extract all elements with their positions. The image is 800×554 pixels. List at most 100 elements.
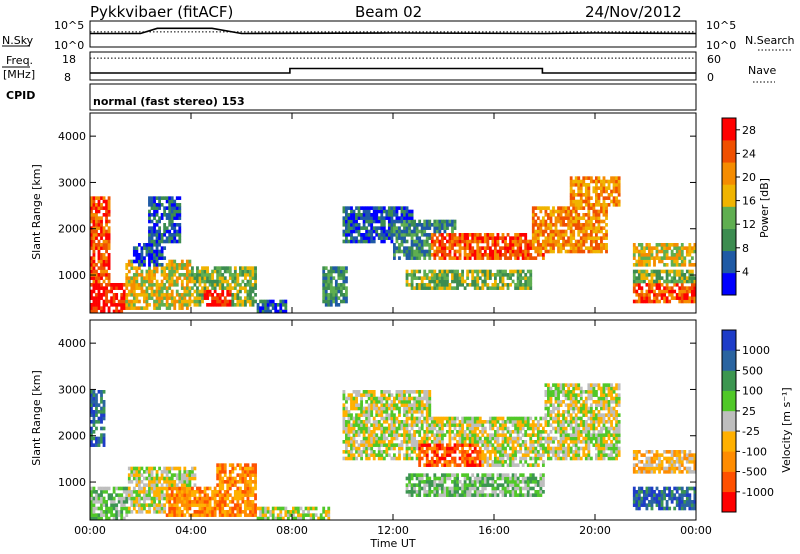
range-time-cell <box>511 490 515 494</box>
range-time-cell <box>433 436 437 441</box>
range-time-cell <box>165 236 169 240</box>
range-time-cell <box>342 456 346 461</box>
range-time-cell <box>582 236 586 240</box>
range-time-cell <box>372 226 376 230</box>
range-time-cell <box>153 243 156 247</box>
range-time-cell <box>552 209 555 214</box>
range-time-cell <box>153 510 156 514</box>
range-time-cell <box>499 426 502 431</box>
range-time-cell <box>188 299 192 304</box>
range-time-cell <box>415 440 419 444</box>
range-time-cell <box>443 453 447 457</box>
range-time-cell <box>160 470 164 474</box>
range-time-cell <box>559 216 563 220</box>
range-time-cell <box>574 176 578 180</box>
range-time-cell <box>572 206 576 210</box>
range-time-cell <box>521 256 525 260</box>
range-time-cell <box>668 246 672 250</box>
range-time-cell <box>319 516 323 521</box>
range-time-cell <box>357 433 361 437</box>
range-time-cell <box>463 440 467 444</box>
range-time-cell <box>433 493 437 497</box>
range-time-cell <box>254 503 257 507</box>
range-time-cell <box>350 236 353 240</box>
range-time-cell <box>519 249 523 254</box>
range-time-cell <box>218 506 222 511</box>
range-time-cell <box>130 466 134 471</box>
range-time-cell <box>112 293 116 297</box>
range-time-cell <box>688 286 692 290</box>
range-time-cell <box>342 269 346 274</box>
range-time-cell <box>145 243 149 247</box>
range-time-cell <box>574 239 578 244</box>
range-time-cell <box>536 233 540 237</box>
range-time-cell <box>360 216 363 220</box>
range-time-cell <box>107 233 111 237</box>
range-time-cell <box>226 299 230 304</box>
range-time-cell <box>345 396 348 401</box>
range-time-cell <box>90 396 93 401</box>
range-time-cell <box>425 393 429 397</box>
range-time-cell <box>448 283 452 287</box>
range-time-cell <box>185 493 189 497</box>
range-time-cell <box>95 400 98 404</box>
range-time-cell <box>413 273 417 277</box>
range-time-cell <box>251 266 255 270</box>
range-time-cell <box>175 466 179 471</box>
range-time-cell <box>90 510 93 514</box>
range-time-cell <box>665 243 669 247</box>
range-time-cell <box>100 203 103 207</box>
range-time-cell <box>549 216 553 220</box>
range-time-cell <box>158 299 161 304</box>
range-time-cell <box>178 263 182 267</box>
range-time-cell <box>430 236 434 240</box>
range-time-cell <box>400 216 404 220</box>
range-time-cell <box>410 253 414 257</box>
range-time-cell <box>236 289 240 294</box>
range-time-cell <box>511 463 515 467</box>
range-time-cell <box>430 269 434 274</box>
range-time-cell <box>100 440 103 444</box>
range-time-cell <box>400 249 404 254</box>
range-time-cell <box>582 229 586 234</box>
range-time-cell <box>509 456 512 461</box>
range-time-cell <box>168 513 172 517</box>
range-time-cell <box>382 239 386 244</box>
range-time-cell <box>511 246 515 250</box>
range-time-cell <box>539 223 543 227</box>
range-time-cell <box>148 256 151 260</box>
range-time-cell <box>135 259 139 264</box>
range-time-cell <box>188 483 192 487</box>
range-time-cell <box>400 209 404 214</box>
range-time-cell <box>605 216 608 220</box>
range-time-cell <box>458 463 462 467</box>
range-time-cell <box>213 269 217 274</box>
range-time-cell <box>135 493 139 497</box>
range-time-cell <box>602 233 606 237</box>
range-time-cell <box>122 283 126 287</box>
range-time-cell <box>249 286 252 290</box>
range-time-cell <box>226 279 230 284</box>
range-time-cell <box>362 226 366 230</box>
range-time-cell <box>370 400 374 404</box>
range-time-cell <box>357 216 361 220</box>
range-time-cell <box>433 443 437 447</box>
range-time-cell <box>385 430 389 434</box>
range-time-cell <box>102 400 106 404</box>
range-time-cell <box>488 433 492 437</box>
range-time-cell <box>213 296 217 300</box>
range-time-cell <box>355 206 358 210</box>
range-time-cell <box>347 219 351 224</box>
range-time-cell <box>97 206 101 210</box>
range-time-cell <box>105 510 108 514</box>
range-time-cell <box>410 406 414 411</box>
range-time-cell <box>390 223 394 227</box>
range-time-cell <box>494 490 497 494</box>
range-time-cell <box>418 249 422 254</box>
range-time-cell <box>395 406 399 411</box>
range-time-cell <box>380 393 384 397</box>
range-time-cell <box>175 266 179 270</box>
range-time-cell <box>655 246 659 250</box>
range-time-cell <box>97 516 101 521</box>
range-time-cell <box>430 433 434 437</box>
